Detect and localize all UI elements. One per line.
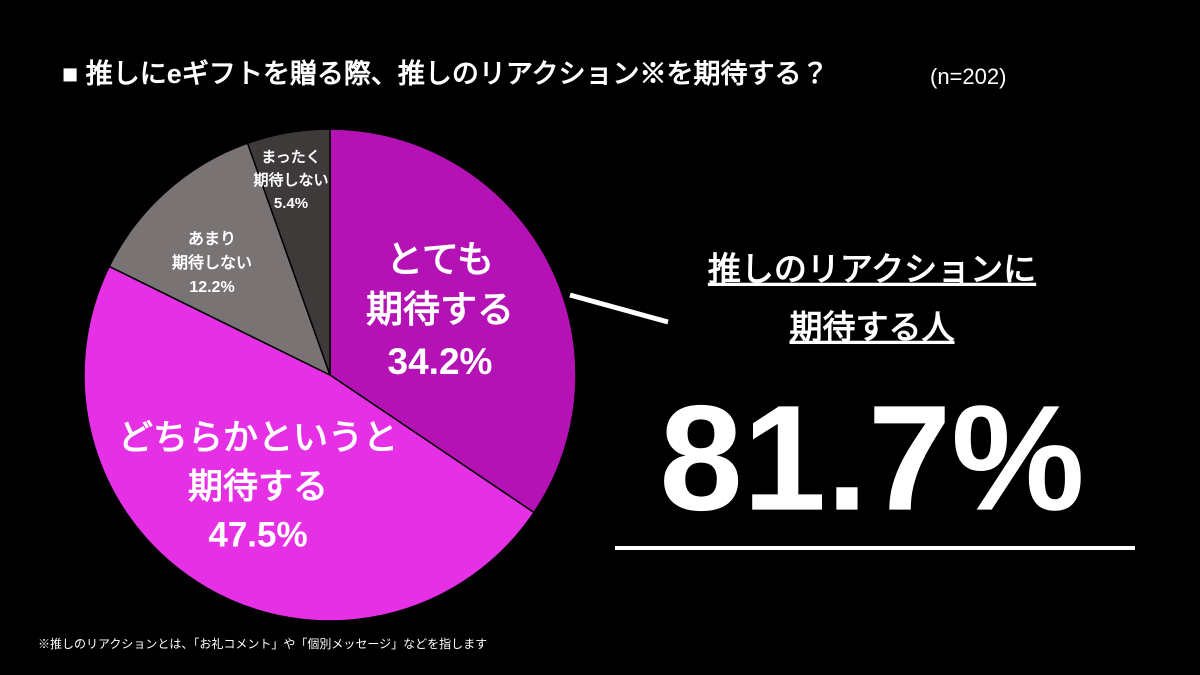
pie-slice [246,128,331,376]
chart-subtitle: (n=202) [930,64,1006,89]
callout-line: 期待する人 [790,309,956,346]
pie: とても期待する34.2%どちらかというと期待する47.5%あまり期待しない12.… [83,128,577,622]
value-label: 5.4% [274,195,308,212]
slice-label: 期待しない [253,171,328,189]
footnote: ※推しのリアクションとは、「お礼コメント」や「個別メッセージ」などを指します [38,636,487,651]
slice-label: 期待しない [172,253,252,272]
slice-label: 期待する [366,289,514,330]
value-label: 12.2% [189,279,234,296]
callout-line: 推しのリアクションに [708,251,1036,288]
pie-slice [108,142,332,377]
callout-value: 81.7% [659,374,1084,542]
pie-slice [83,265,536,622]
connector-line [569,292,669,325]
slice-label: 期待する [188,467,328,506]
slice-label: まったく [261,149,320,166]
pie-slice [329,128,577,514]
value-label: 34.2% [388,341,493,382]
slice-label: とても [386,239,494,280]
slice-label: どちらかというと [118,418,398,457]
slice-label: あまり [188,230,236,248]
value-label: 47.5% [208,515,307,554]
chart-title: ■ 推しにeギフトを贈る際、推しのリアクション※を期待する？ [62,59,828,89]
